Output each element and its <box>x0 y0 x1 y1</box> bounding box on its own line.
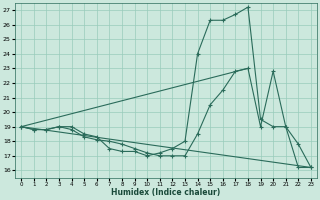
X-axis label: Humidex (Indice chaleur): Humidex (Indice chaleur) <box>111 188 221 197</box>
